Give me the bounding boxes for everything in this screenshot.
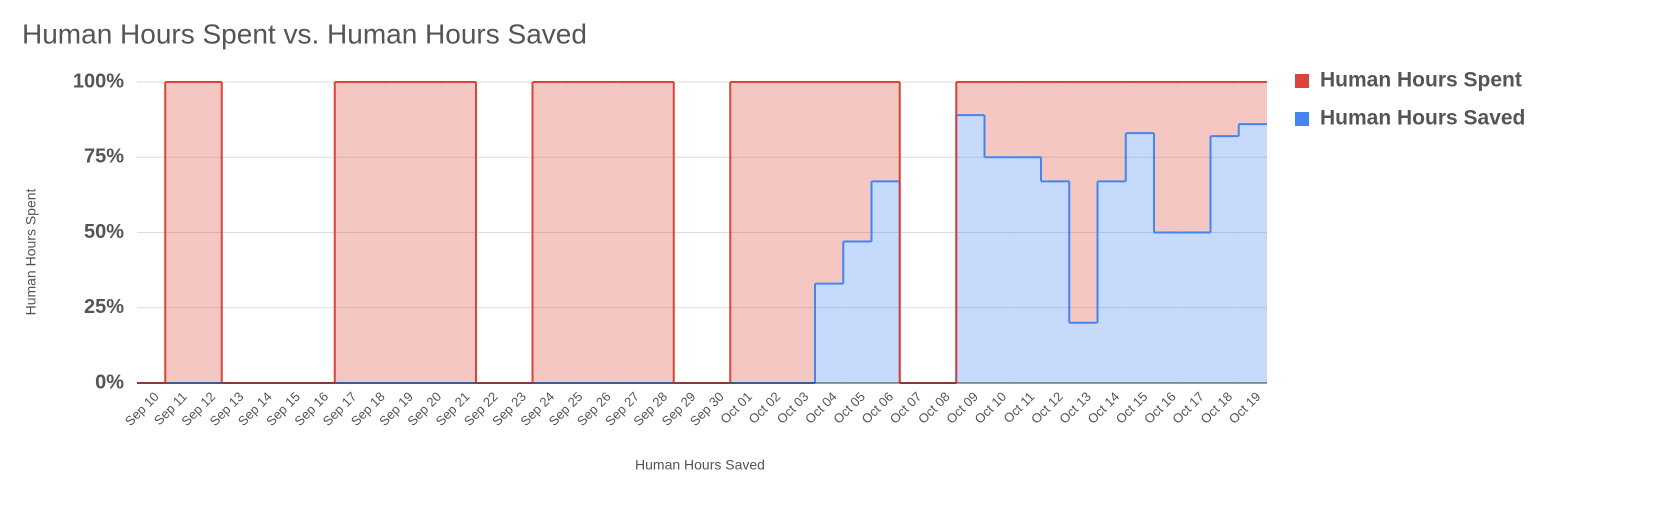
area-segment <box>560 82 589 383</box>
y-tick-label: 50% <box>84 221 124 243</box>
area-segment <box>758 82 787 383</box>
area-segment <box>363 82 392 383</box>
area-segment <box>589 82 618 383</box>
area-segment <box>871 82 900 182</box>
area-segment <box>984 82 1013 158</box>
area-segment <box>1125 82 1154 134</box>
area-segment <box>617 82 646 383</box>
area-segment <box>1154 232 1183 383</box>
area-segment <box>193 82 222 383</box>
y-tick-label: 75% <box>84 146 124 168</box>
area-segment <box>532 82 561 383</box>
area-segment <box>1210 82 1239 137</box>
area-segment <box>1238 82 1267 125</box>
x-tick-label: Oct 19 <box>1226 389 1264 427</box>
area-segment <box>1154 82 1183 233</box>
area-segment <box>645 82 674 383</box>
area-segment <box>843 82 872 242</box>
area-segment <box>871 181 900 383</box>
y-axis-title: Human Hours Spent <box>23 188 39 315</box>
chart-title: Human Hours Spent vs. Human Hours Saved <box>22 18 587 49</box>
area-segment <box>984 157 1013 383</box>
area-segment <box>1012 157 1041 383</box>
y-tick-label: 0% <box>95 371 124 393</box>
area-segment <box>956 115 985 384</box>
area-segment <box>1097 82 1126 182</box>
area-segment <box>1182 232 1211 383</box>
area-segment <box>165 82 194 383</box>
legend-swatch <box>1295 74 1309 88</box>
legend-label: Human Hours Saved <box>1320 107 1525 130</box>
area-segment <box>815 283 844 383</box>
area-segment <box>391 82 420 383</box>
area-segment <box>730 82 759 383</box>
area-segment <box>1182 82 1211 233</box>
area-segment <box>419 82 448 383</box>
areas <box>165 82 1267 384</box>
area-segment <box>1041 82 1070 182</box>
area-segment <box>956 82 985 116</box>
area-segment <box>447 82 476 383</box>
area-segment <box>1041 181 1070 383</box>
area-segment <box>1097 181 1126 383</box>
area-segment <box>1069 322 1098 383</box>
area-segment <box>1125 133 1154 383</box>
y-tick-label: 25% <box>84 296 124 318</box>
area-segment <box>1069 82 1098 323</box>
area-segment <box>334 82 363 383</box>
legend-swatch <box>1295 112 1309 126</box>
area-segment <box>815 82 844 284</box>
area-segment <box>1210 136 1239 383</box>
area-segment <box>843 241 872 383</box>
legend-label: Human Hours Spent <box>1320 69 1522 92</box>
area-segment <box>786 82 815 383</box>
x-axis-title: Human Hours Saved <box>635 457 765 473</box>
x-tick-label: Oct 10 <box>971 389 1009 427</box>
area-segment <box>1238 124 1267 383</box>
area-segment <box>1012 82 1041 158</box>
y-tick-label: 100% <box>73 70 124 92</box>
